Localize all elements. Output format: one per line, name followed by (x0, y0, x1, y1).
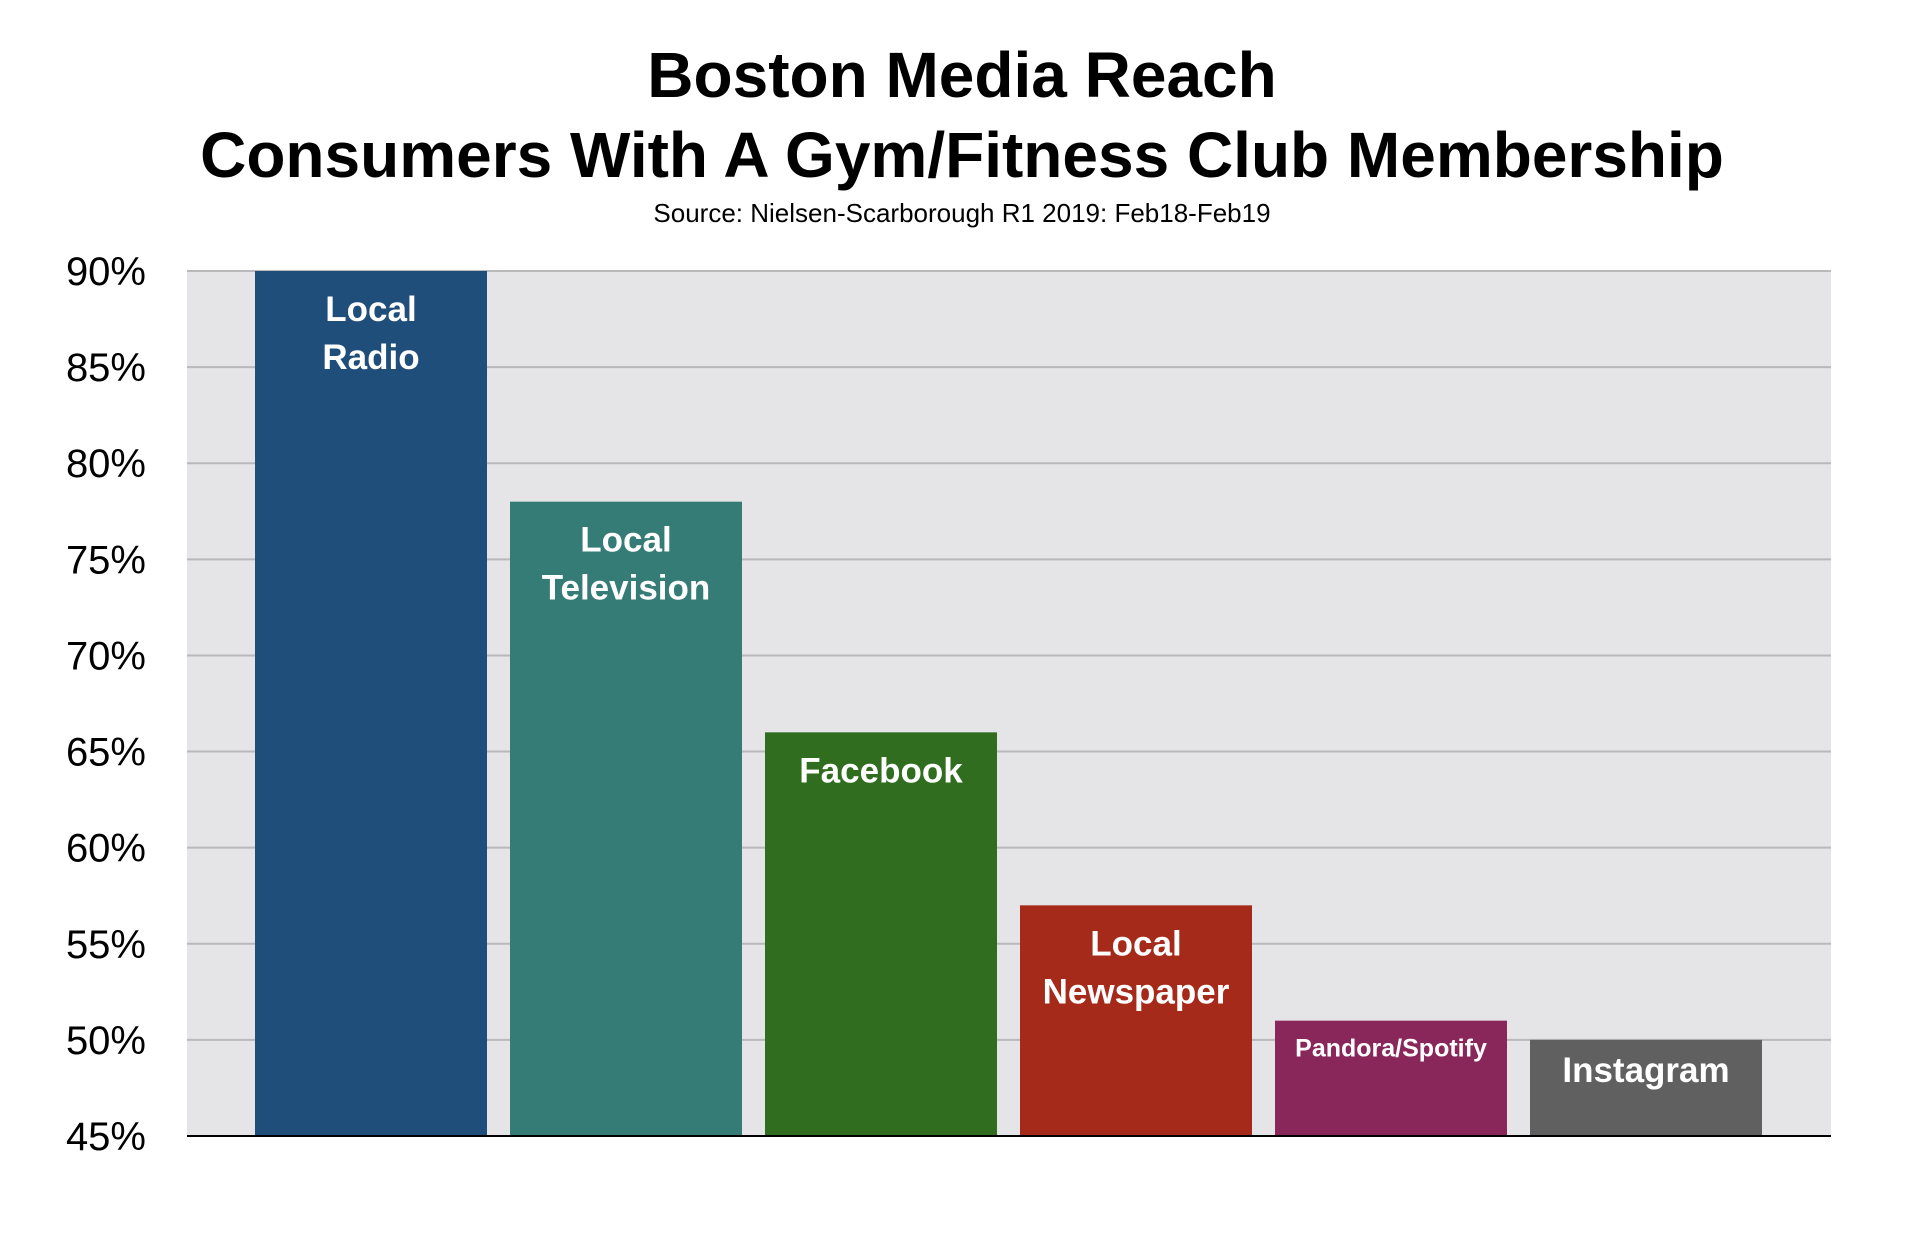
y-tick-label: 60% (66, 827, 146, 871)
bar-label: Instagram (1562, 1051, 1729, 1090)
bar (1530, 1039, 1762, 1136)
bar-label: Pandora/Spotify (1295, 1035, 1487, 1063)
bar-label: Radio (322, 338, 419, 377)
chart-title: Boston Media Reach (647, 39, 1277, 111)
y-tick-label: 90% (66, 250, 146, 294)
bar-label: Local (580, 521, 671, 560)
y-tick-label: 55% (66, 923, 146, 967)
bar (510, 501, 742, 1137)
bar-label: Facebook (799, 751, 963, 790)
bar-label: Local (1090, 924, 1181, 963)
y-tick-label: 80% (66, 442, 146, 486)
bar-label: Local (325, 290, 416, 329)
y-tick-label: 85% (66, 346, 146, 390)
bar-label: Newspaper (1043, 972, 1230, 1011)
y-tick-label: 50% (66, 1019, 146, 1063)
bar (1020, 905, 1252, 1136)
y-tick-label: 65% (66, 731, 146, 775)
y-tick-label: 70% (66, 634, 146, 678)
bar (765, 732, 997, 1136)
bar (1275, 1020, 1507, 1136)
chart-subtitle: Consumers With A Gym/Fitness Club Member… (200, 119, 1724, 191)
bar (255, 271, 487, 1136)
bar-label: Television (542, 569, 711, 608)
y-tick-label: 45% (66, 1115, 146, 1159)
chart-source: Source: Nielsen-Scarborough R1 2019: Feb… (653, 198, 1271, 228)
y-tick-label: 75% (66, 538, 146, 582)
